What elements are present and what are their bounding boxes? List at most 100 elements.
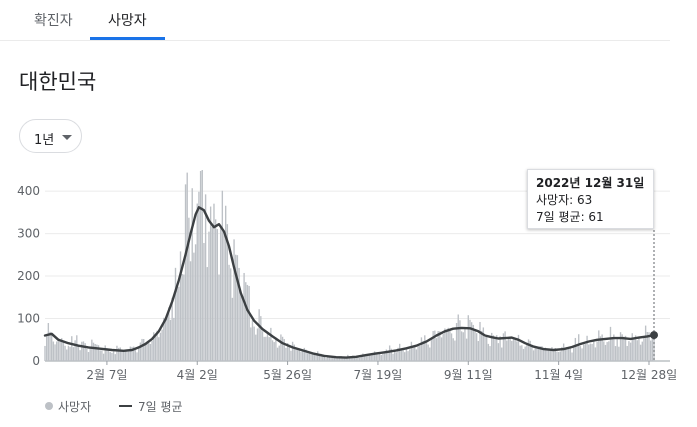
daily-death-bar: [126, 350, 128, 361]
daily-death-bar: [209, 206, 212, 361]
y-tick-label: 0: [32, 354, 40, 368]
daily-death-bar: [392, 353, 394, 361]
daily-death-bar: [601, 334, 603, 361]
daily-death-bar: [214, 219, 217, 361]
daily-death-bar: [146, 341, 148, 361]
daily-death-bar: [425, 343, 428, 361]
daily-death-bar: [328, 356, 331, 361]
daily-death-bar: [236, 255, 239, 361]
daily-death-bar: [639, 344, 642, 361]
x-tick-label: 11월 4일: [534, 368, 583, 382]
daily-death-bar: [362, 353, 364, 361]
daily-death-bar: [64, 345, 66, 361]
daily-death-bar: [211, 226, 213, 361]
daily-death-bar: [129, 346, 132, 361]
daily-death-bar: [487, 343, 490, 361]
daily-death-bar: [449, 330, 451, 361]
daily-death-bar: [455, 323, 458, 361]
daily-death-bar: [166, 314, 168, 361]
daily-death-bar: [265, 336, 267, 361]
daily-death-bar: [216, 229, 219, 361]
daily-death-bar: [532, 350, 535, 361]
daily-death-bar: [375, 353, 377, 361]
hover-point[interactable]: [650, 331, 658, 340]
daily-death-bar: [174, 267, 177, 361]
daily-death-bar: [181, 273, 183, 361]
daily-death-bar: [44, 345, 46, 361]
daily-death-bar: [596, 341, 598, 361]
daily-death-bar: [435, 338, 438, 361]
daily-death-bar: [353, 357, 356, 361]
daily-death-bar: [246, 284, 249, 361]
daily-death-bar: [99, 350, 101, 361]
daily-death-bar: [330, 357, 332, 361]
daily-death-bar: [179, 251, 182, 361]
daily-death-bar: [111, 352, 113, 361]
tab-confirmed[interactable]: 확진자: [34, 13, 73, 29]
daily-death-bar: [542, 349, 545, 361]
daily-death-bar: [288, 346, 290, 361]
daily-death-bar: [608, 341, 610, 361]
daily-death-bar: [573, 346, 575, 361]
daily-death-bar: [417, 344, 419, 361]
daily-death-bar: [472, 324, 474, 361]
daily-death-bar: [283, 339, 285, 361]
daily-death-bar: [634, 335, 637, 361]
active-tab-indicator: [90, 37, 165, 40]
daily-death-bar: [223, 230, 225, 361]
daily-death-bar: [183, 274, 185, 361]
x-tick-label: 4월 2일: [177, 368, 218, 382]
daily-death-bar: [193, 252, 195, 361]
daily-death-bar: [218, 274, 220, 361]
daily-death-bar: [59, 340, 61, 361]
daily-death-bar: [648, 332, 650, 361]
daily-death-bar: [188, 217, 190, 361]
daily-death-bar: [464, 327, 466, 361]
daily-death-bar: [557, 351, 560, 361]
daily-death-bar: [457, 314, 459, 361]
daily-death-bar: [429, 347, 431, 361]
daily-death-bar: [460, 331, 463, 361]
daily-death-bar: [621, 334, 623, 361]
daily-death-bar: [618, 346, 620, 361]
tab-deaths[interactable]: 사망자: [108, 13, 147, 29]
daily-death-bar: [566, 347, 568, 361]
daily-death-bar: [119, 347, 121, 361]
daily-death-bar: [281, 336, 284, 361]
daily-death-bar: [132, 346, 135, 361]
daily-death-bar: [122, 351, 125, 361]
daily-death-bar: [586, 335, 588, 361]
daily-death-bar: [551, 347, 553, 361]
x-tick-label: 9월 11일: [444, 368, 493, 382]
daily-deaths-bars: [44, 170, 655, 361]
daily-death-bar: [101, 350, 103, 361]
daily-death-bar: [628, 341, 630, 361]
daily-death-bar: [470, 322, 473, 361]
daily-death-bar: [373, 351, 376, 361]
daily-death-bar: [127, 351, 130, 361]
daily-death-bar: [116, 345, 118, 361]
daily-death-bar: [581, 348, 583, 361]
daily-death-bar: [378, 353, 381, 361]
daily-death-bar: [514, 340, 516, 361]
daily-death-bar: [158, 337, 160, 361]
daily-death-bar: [144, 343, 147, 361]
daily-death-bar: [402, 349, 404, 361]
daily-death-bar: [69, 346, 71, 361]
time-range-dropdown[interactable]: 1년: [19, 119, 82, 153]
daily-death-bar: [201, 170, 203, 361]
daily-death-bar: [263, 336, 265, 361]
x-tick-label: 5월 26일: [263, 368, 312, 382]
daily-death-bar: [420, 337, 423, 361]
daily-death-bar: [501, 347, 503, 361]
daily-death-bar: [266, 331, 269, 361]
daily-death-bar: [312, 354, 314, 361]
daily-death-bar: [332, 357, 334, 361]
daily-death-bar: [109, 352, 111, 361]
daily-death-bar: [526, 342, 528, 361]
daily-death-bar: [638, 338, 640, 361]
daily-death-bar: [238, 267, 240, 361]
daily-death-bar: [313, 354, 316, 361]
daily-death-bar: [524, 346, 526, 361]
daily-death-bar: [388, 345, 391, 361]
